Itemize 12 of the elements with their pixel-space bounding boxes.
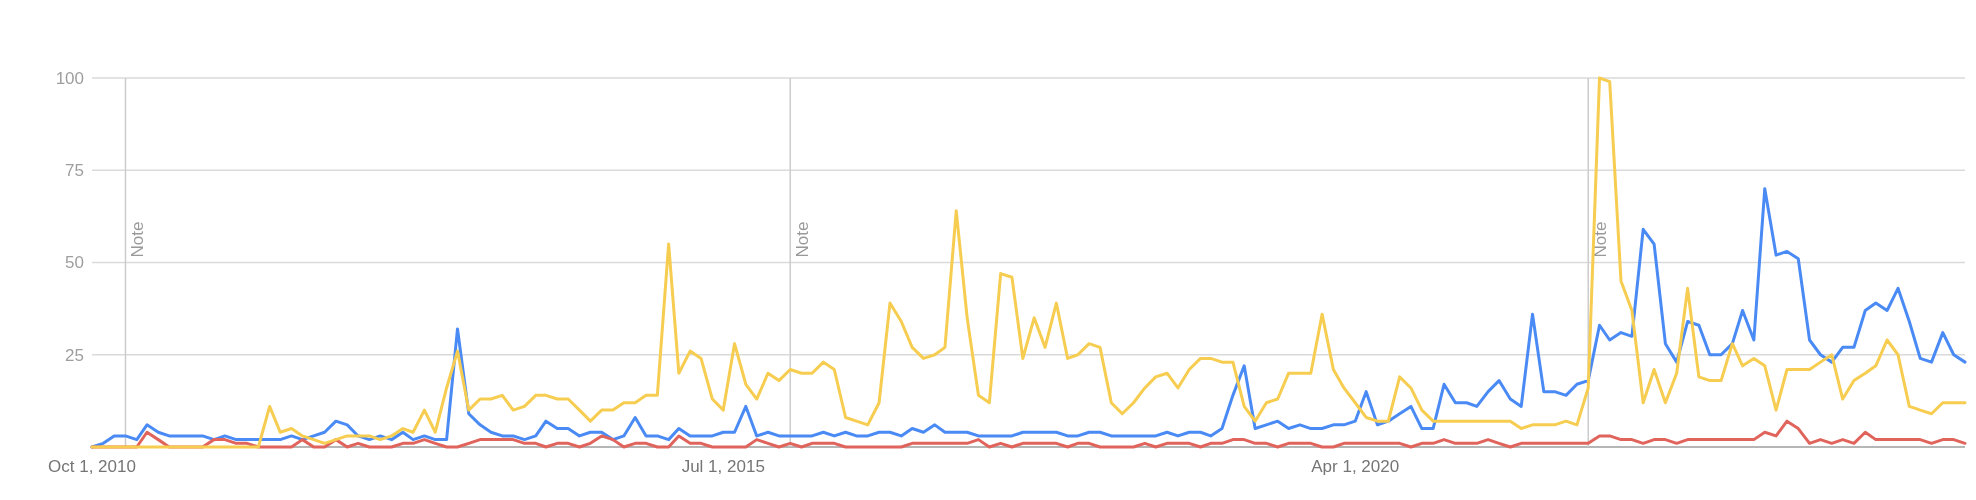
ref-line-label: Note (1591, 221, 1611, 258)
x-tick-label: Apr 1, 2020 (1311, 457, 1400, 476)
y-tick-label: 75 (65, 161, 84, 181)
x-tick-label: Jul 1, 2015 (681, 457, 765, 476)
y-tick-label: 25 (65, 345, 84, 365)
ref-line-label: Note (793, 221, 813, 258)
line-series (90, 76, 1967, 449)
line-series (90, 187, 1967, 449)
ref-line-label: Note (128, 221, 148, 258)
y-tick-label: 50 (65, 253, 84, 273)
x-tick-label: Oct 1, 2010 (48, 457, 136, 476)
y-tick-label: 100 (55, 68, 84, 88)
